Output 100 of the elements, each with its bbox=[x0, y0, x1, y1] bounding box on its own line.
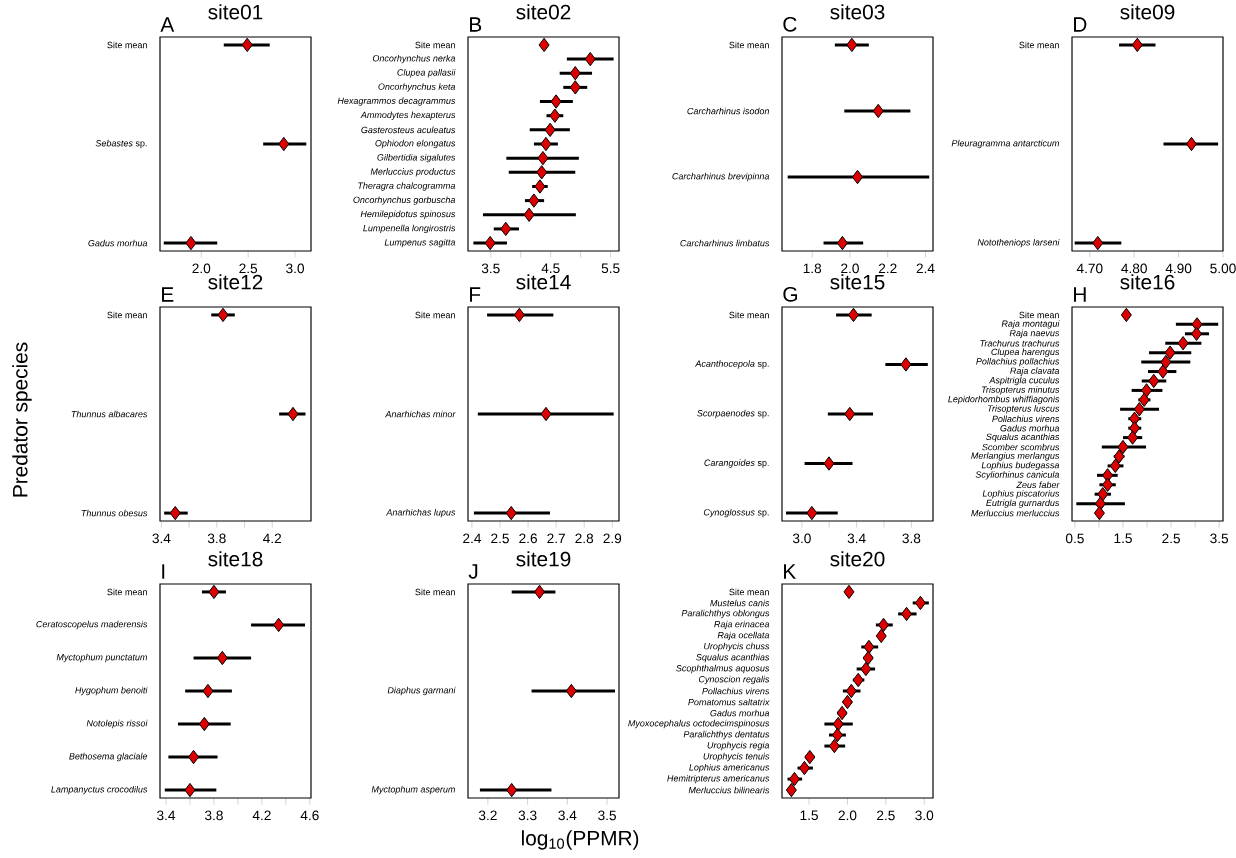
x-tick-label: 3.8 bbox=[902, 533, 921, 544]
y-tick-label: Pomatomus saltatrix bbox=[688, 698, 770, 706]
chart-title: site15 bbox=[830, 274, 885, 290]
x-tick-label: 1.5 bbox=[1114, 533, 1132, 544]
x-tick-label: 2.5 bbox=[491, 533, 509, 544]
y-tick-label: Merluccius bilinearis bbox=[688, 786, 770, 794]
y-tick-label: Merluccius merluccius bbox=[971, 509, 1060, 517]
y-tick-label: Urophycis chuss bbox=[704, 642, 770, 652]
x-tick-label: 4.70 bbox=[1076, 263, 1103, 274]
x-tick-label: 0.5 bbox=[1065, 533, 1084, 544]
x-tick-label: 2.4 bbox=[463, 533, 482, 544]
x-tick-label: 1.8 bbox=[803, 263, 822, 274]
y-tick-label: Scyliorhinus canicula bbox=[975, 471, 1060, 480]
x-tick-label: 4.90 bbox=[1165, 263, 1192, 274]
y-tick-label: Lophius piscatorius bbox=[982, 490, 1060, 499]
x-tick-label: 3.0 bbox=[792, 533, 811, 544]
y-tick-label: Trachurus trachurus bbox=[980, 339, 1060, 347]
y-axis-title: Predator species bbox=[12, 342, 32, 497]
x-tick-label: 3.4 bbox=[152, 533, 171, 544]
x-tick-label: 4.6 bbox=[300, 810, 319, 821]
y-tick-label: Gadus morhua bbox=[1000, 424, 1060, 432]
y-tick-label: Clupea harengus bbox=[991, 348, 1060, 357]
y-tick-label: Site mean bbox=[107, 41, 147, 49]
y-tick-label: Gadus morhua bbox=[88, 239, 148, 247]
y-tick-label: Site mean bbox=[729, 311, 769, 319]
y-tick-label: Lophius americanus bbox=[689, 763, 770, 773]
y-tick-label: Myctophum punctatum bbox=[56, 653, 148, 663]
y-tick-label: Ophiodon elongatus bbox=[375, 139, 456, 149]
y-tick-label: Paralichthys oblongus bbox=[681, 609, 770, 619]
chart-title: site12 bbox=[208, 274, 263, 290]
y-tick-label: Squalus acanthias bbox=[696, 653, 770, 663]
y-tick-label: Carcharhinus limbatus bbox=[680, 239, 770, 247]
y-tick-label: Site mean bbox=[107, 311, 147, 319]
x-tick-label: 3.0 bbox=[286, 263, 305, 274]
x-tick-label: 2.6 bbox=[519, 533, 537, 544]
text: B bbox=[470, 17, 482, 32]
chart-title: site03 bbox=[830, 4, 885, 20]
y-tick-label: Oncorhynchus gorbuscha bbox=[353, 196, 456, 205]
y-tick-label: Myoxocephalus octodecimspinosus bbox=[628, 719, 770, 729]
text: I bbox=[162, 564, 165, 579]
x-tick-label: 3.4 bbox=[558, 810, 577, 821]
y-tick-label: Zeus faber bbox=[1016, 481, 1060, 489]
y-tick-label: Raja clavata bbox=[1010, 367, 1060, 376]
text: J bbox=[468, 564, 478, 579]
x-tick-label: 3.5 bbox=[1210, 533, 1229, 544]
text: C bbox=[783, 16, 797, 32]
x-tick-label: 2.2 bbox=[878, 263, 897, 274]
y-tick-label: Bethosema glaciale bbox=[69, 752, 148, 762]
y-tick-label: Paralichthys dentatus bbox=[683, 730, 770, 740]
y-tick-label: Cynoscion regalis bbox=[698, 675, 770, 685]
y-tick-label: Sebastes sp. bbox=[95, 139, 147, 149]
y-tick-label: Diaphus garmani bbox=[387, 686, 456, 696]
x-tick-label: 3.3 bbox=[518, 810, 537, 821]
x-tick-label: 3.5 bbox=[598, 810, 617, 821]
chart-title: site16 bbox=[1120, 274, 1175, 290]
x-tick-label: 2.9 bbox=[603, 533, 622, 544]
x-tick-label: 2.7 bbox=[547, 533, 565, 544]
text: D bbox=[1074, 17, 1087, 32]
y-tick-label: Hexagrammos decagrammus bbox=[337, 97, 456, 106]
y-tick-label: Scomber scombrus bbox=[982, 443, 1060, 451]
y-tick-label: Site mean bbox=[107, 588, 147, 596]
chart-title: site19 bbox=[516, 551, 571, 567]
y-tick-label: Mustelus canis bbox=[710, 599, 770, 607]
x-tick-label: 3.8 bbox=[207, 533, 226, 544]
y-tick-label: Myctophum asperum bbox=[371, 785, 456, 795]
chart-title: site02 bbox=[516, 4, 571, 20]
chart-title: site20 bbox=[830, 551, 885, 567]
y-tick-label: Anarhichas minor bbox=[384, 410, 456, 418]
x-tick-label: 2.0 bbox=[841, 263, 859, 274]
y-tick-label: Site mean bbox=[415, 311, 455, 319]
y-tick-label: Merlangius merlangus bbox=[971, 452, 1060, 461]
y-tick-label: Trisopterus luscus bbox=[987, 405, 1060, 414]
y-tick-label: Merluccius productus bbox=[370, 168, 456, 177]
x-tick-label: 2.0 bbox=[838, 810, 857, 821]
y-tick-label: Squalus acanthias bbox=[986, 433, 1060, 442]
y-tick-label: Oncorhynchus keta bbox=[378, 83, 456, 92]
y-tick-label: Lampanyctus crocodilus bbox=[51, 785, 148, 795]
y-tick-label: Site mean bbox=[729, 588, 769, 596]
y-tick-label: Cynoglossus sp. bbox=[703, 508, 769, 518]
x-tick-label: 4.80 bbox=[1121, 263, 1147, 274]
y-tick-label: Pollachius virens bbox=[702, 687, 770, 695]
chart-title: site01 bbox=[208, 4, 263, 20]
x-tick-label: 3.2 bbox=[478, 810, 497, 821]
y-tick-label: Hemilepidotus spinosus bbox=[360, 210, 456, 219]
y-tick-label: Scophthalmus aquosus bbox=[676, 664, 770, 674]
x-tick-label: 3.4 bbox=[157, 810, 176, 821]
y-tick-label: Lepidorhombus whiffiagonis bbox=[948, 395, 1060, 405]
y-tick-label: Pollachius virens bbox=[992, 415, 1060, 423]
y-tick-label: Gadus morhua bbox=[710, 709, 770, 717]
x-tick-label: 2.0 bbox=[192, 263, 211, 274]
y-tick-label: Site mean bbox=[415, 588, 455, 596]
x-tick-label: 2.4 bbox=[916, 263, 935, 274]
x-tick-label: 4.5 bbox=[541, 263, 560, 274]
y-tick-label: Raja ocellata bbox=[717, 631, 770, 641]
y-tick-label: Notolepis rissoi bbox=[86, 719, 148, 729]
y-tick-label: Hemitripterus americanus bbox=[667, 774, 770, 784]
y-tick-label: Site mean bbox=[1019, 311, 1059, 319]
y-tick-label: Pollachius pollachius bbox=[976, 357, 1060, 367]
y-tick-label: Lumpenella longirostris bbox=[363, 224, 456, 234]
text: A bbox=[160, 17, 175, 32]
